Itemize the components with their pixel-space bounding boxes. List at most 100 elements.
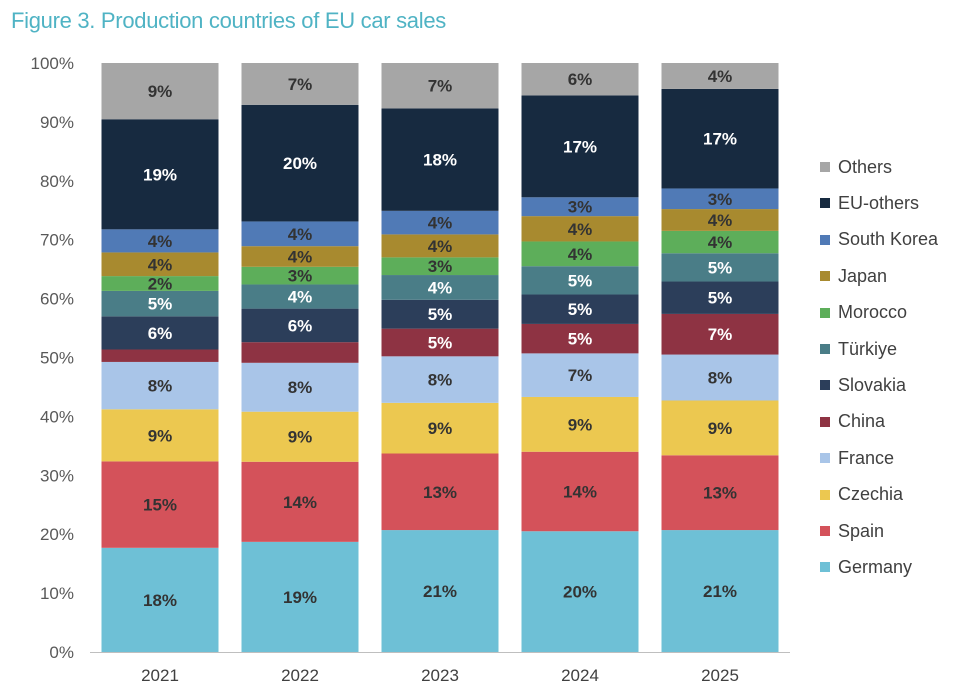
data-label: 3% — [288, 267, 313, 286]
legend-label: South Korea — [838, 229, 939, 250]
bar-segment-spain-2025 — [661, 455, 779, 531]
data-label: 7% — [708, 325, 733, 344]
bar-segment-morocco-2024 — [521, 241, 639, 267]
bar-segment-others-2023 — [381, 63, 499, 109]
legend-label: Morocco — [838, 302, 908, 323]
bar-segment-slovakia-2021 — [101, 316, 219, 350]
legend-swatch — [820, 453, 830, 464]
bar-segment-china-2024 — [521, 323, 639, 354]
data-label: 5% — [568, 330, 593, 349]
x-tick-label: 2025 — [701, 666, 739, 683]
bar-segment-france-2022 — [241, 362, 359, 412]
data-label: 4% — [708, 233, 733, 252]
bar-segment-china-2023 — [381, 328, 499, 357]
bar-segment-slovakia-2022 — [241, 308, 359, 343]
data-label: 4% — [568, 220, 593, 239]
bar-segment-eu-others-2022 — [241, 104, 359, 222]
data-label: 8% — [428, 371, 453, 390]
data-label: 5% — [148, 295, 173, 314]
bar-segment-eu-others-2024 — [521, 95, 639, 198]
data-label: 9% — [428, 419, 453, 438]
data-label: 3% — [568, 198, 593, 217]
chart-title: Figure 3. Production countries of EU car… — [11, 8, 446, 33]
axes: 0% 10% 20% 30% 40% 50% 60% 70% 80% 90% 100% 2021 202… — [31, 54, 790, 683]
data-label: 13% — [423, 483, 457, 502]
data-label: 4% — [708, 211, 733, 230]
data-label: 9% — [568, 415, 593, 434]
bar-segment-others-2024 — [521, 63, 639, 96]
bar-segment-eu-others-2023 — [381, 108, 499, 211]
bar-segment-czechia-2025 — [661, 400, 779, 456]
legend-swatch — [820, 344, 830, 354]
legend-item-t-rkiye: Türkiye — [820, 338, 897, 360]
data-label: 17% — [563, 137, 597, 156]
data-label: 3% — [708, 190, 733, 209]
legend-swatch — [820, 380, 830, 391]
legend-item-eu-others: EU-others — [820, 192, 919, 214]
x-tick-label: 2022 — [281, 666, 319, 683]
legend-swatch — [820, 234, 830, 245]
data-label: 5% — [708, 289, 733, 308]
bar-segment-china-2021 — [101, 349, 219, 362]
data-label: 4% — [288, 247, 313, 266]
data-label: 2% — [148, 275, 173, 294]
legend-item-slovakia: Slovakia — [820, 374, 906, 396]
bar-segment-south-korea-2021 — [101, 229, 219, 253]
legend-swatch — [820, 526, 830, 536]
data-label: 20% — [563, 583, 597, 602]
data-label: 6% — [568, 70, 593, 89]
data-label: 6% — [148, 324, 173, 343]
bar-segment-south-korea-2023 — [381, 210, 499, 235]
bar-segment-t-rkiye-2022 — [241, 284, 359, 309]
data-label: 8% — [708, 369, 733, 388]
legend-swatch — [820, 416, 830, 427]
x-tick-label: 2023 — [421, 666, 459, 683]
y-tick-label: 100% — [31, 54, 74, 73]
bar-segment-others-2025 — [661, 63, 779, 89]
x-tick-label: 2024 — [561, 666, 599, 683]
data-label: 4% — [288, 288, 313, 307]
data-label: 6% — [288, 316, 313, 335]
legend-label: Japan — [838, 265, 888, 286]
legend-swatch — [820, 271, 830, 282]
legend-swatch — [820, 489, 830, 500]
y-tick-label: 20% — [40, 525, 74, 544]
data-label: 21% — [703, 582, 737, 601]
bar-segment-spain-2022 — [241, 461, 359, 542]
bar-segment-t-rkiye-2023 — [381, 275, 499, 300]
legend-label: Türkiye — [838, 338, 898, 359]
data-label: 20% — [283, 154, 317, 173]
data-label: 7% — [568, 366, 593, 385]
y-tick-label: 70% — [40, 231, 74, 250]
bar-segment-japan-2025 — [661, 209, 779, 231]
bar-segment-others-2021 — [101, 63, 219, 120]
legend-item-spain: Spain — [820, 520, 884, 542]
data-label: 9% — [148, 426, 173, 445]
bar-segment-china-2022 — [241, 342, 359, 363]
bar-segment-morocco-2021 — [101, 276, 219, 291]
data-label: 5% — [568, 271, 593, 290]
bar-segment-south-korea-2024 — [521, 197, 639, 217]
data-label: 19% — [283, 588, 317, 607]
data-label: 8% — [148, 377, 173, 396]
bar-segment-others-2022 — [241, 63, 359, 105]
bar-segment-t-rkiye-2025 — [661, 253, 779, 282]
data-label: 13% — [703, 484, 737, 503]
bars — [101, 63, 779, 652]
data-label: 18% — [423, 151, 457, 170]
data-label: 4% — [428, 214, 453, 233]
bar-segment-morocco-2023 — [381, 257, 499, 276]
data-label: 4% — [428, 237, 453, 256]
legend-item-morocco: Morocco — [820, 302, 907, 324]
data-label: 9% — [148, 82, 173, 101]
bar-segment-morocco-2022 — [241, 266, 359, 285]
legend-item-germany: Germany — [820, 556, 912, 578]
bar-segment-france-2021 — [101, 361, 219, 410]
legend-item-south-korea: South Korea — [820, 229, 938, 251]
bar-segment-france-2024 — [521, 353, 639, 397]
bar-segment-morocco-2025 — [661, 230, 779, 254]
y-tick-label: 60% — [40, 290, 74, 309]
legend-item-japan: Japan — [820, 265, 887, 287]
data-label: 5% — [568, 300, 593, 319]
data-label: 19% — [143, 165, 177, 184]
